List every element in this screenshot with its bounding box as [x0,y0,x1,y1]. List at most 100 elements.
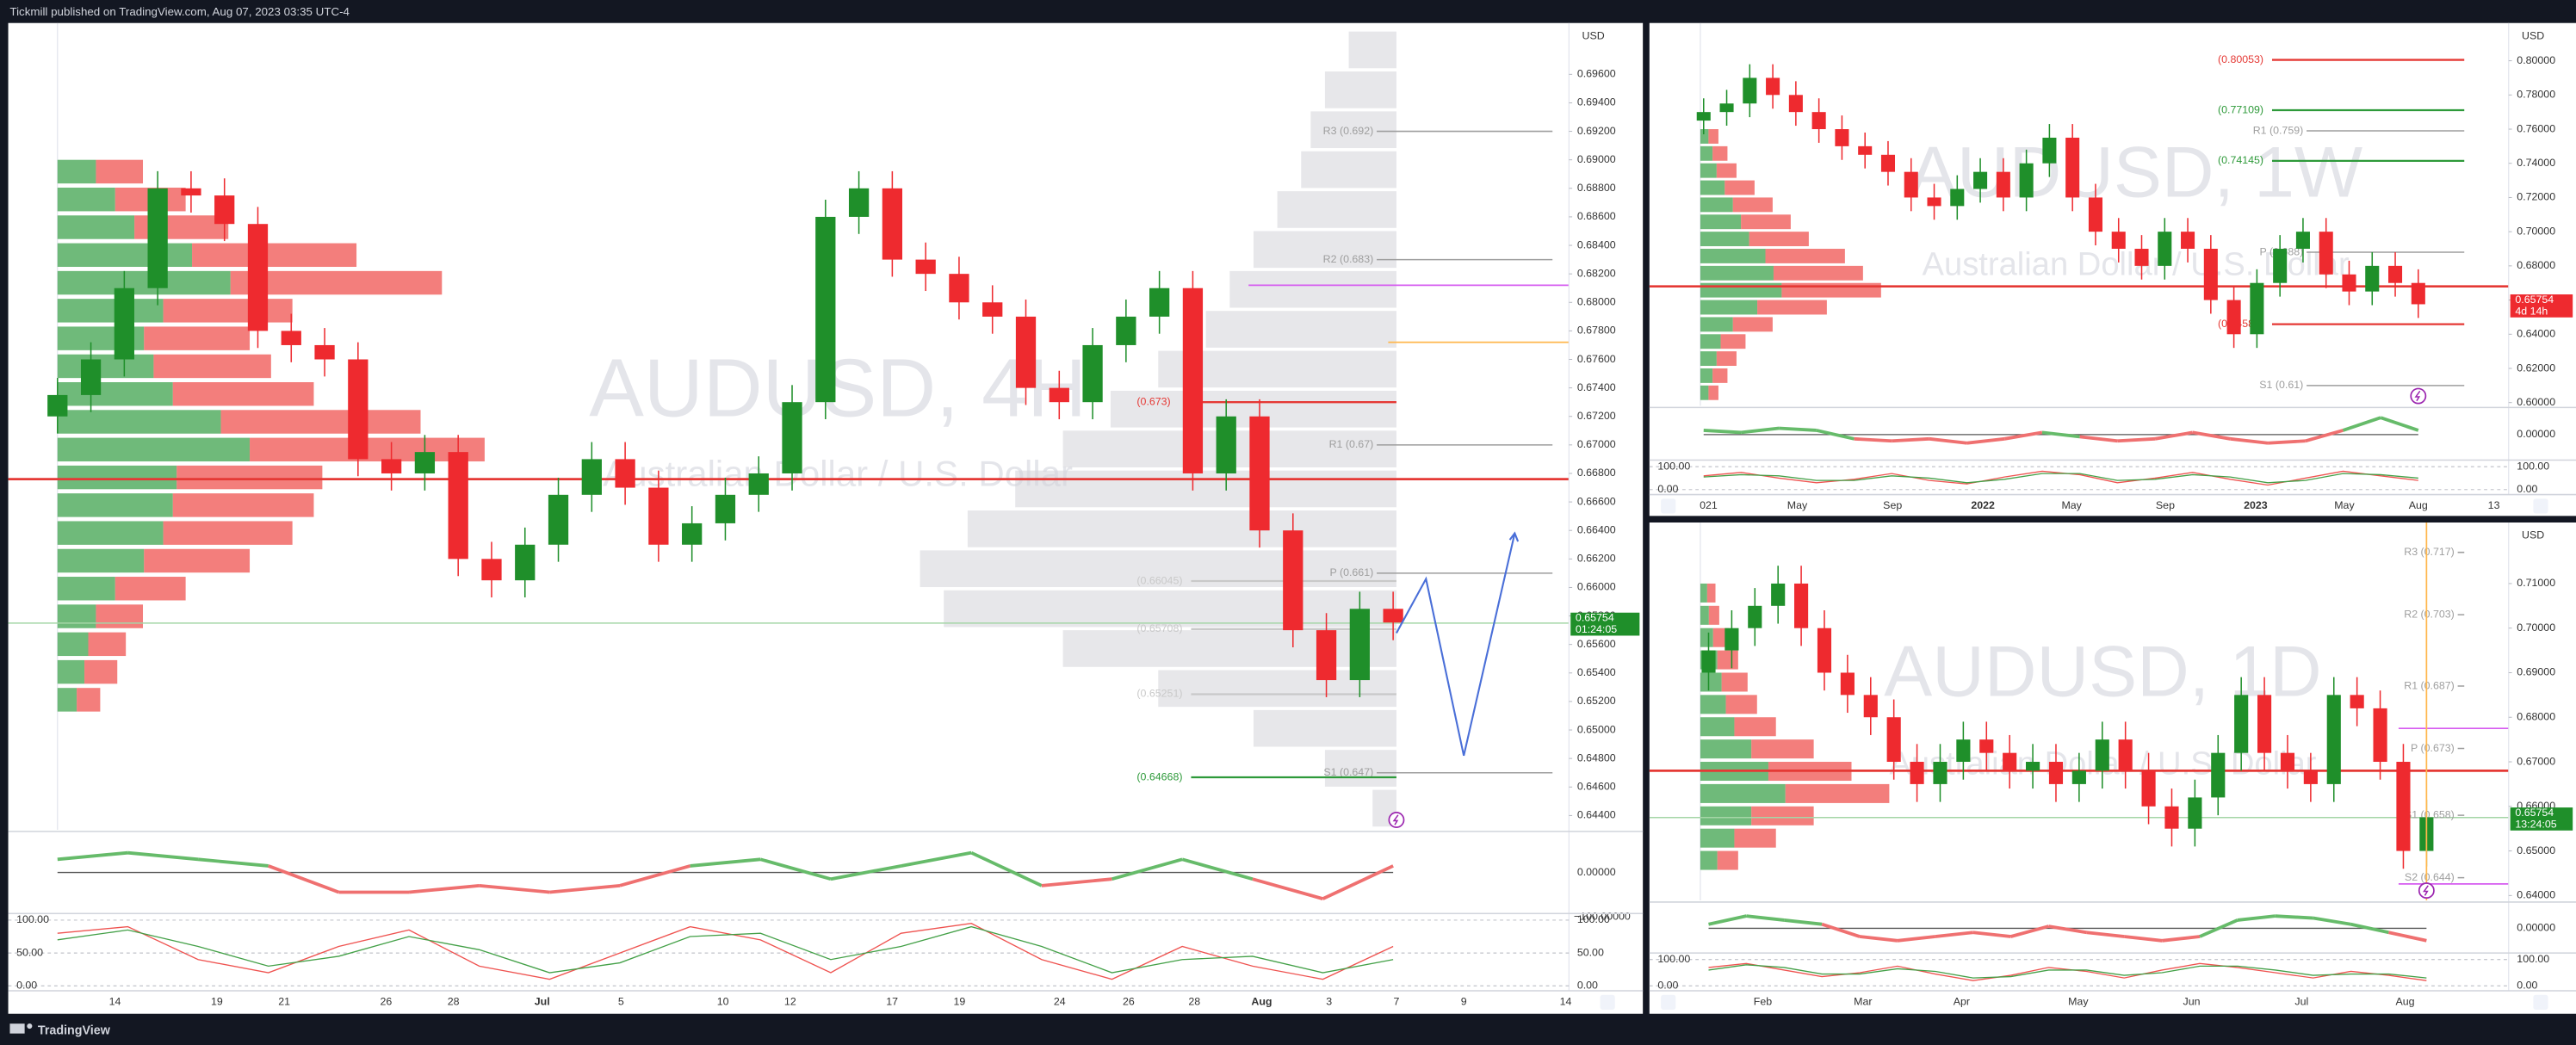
profile-down-part [1785,783,1890,803]
x-tick-label: 2023 [2244,499,2268,511]
auto-scale-button[interactable] [2533,994,2548,1010]
swing-label: (0.64668) [1136,770,1182,782]
y-tick-label: 0.76000 [2517,122,2555,134]
profile-up-part [57,465,177,490]
y-tick-label: 0.68000 [1577,296,1616,308]
candle-body [2280,752,2295,771]
candle-body [2226,300,2241,335]
profile-up-part [57,688,77,712]
candle-body [1249,416,1270,531]
profile-down-part [1757,300,1827,315]
alert-icon [2418,882,2435,900]
y-tick-label: 0.65000 [1577,723,1616,735]
osc-segment [2048,924,2087,935]
candle-body [1933,762,1947,784]
profile-bar [57,159,144,184]
session-profile-bar [1324,71,1396,108]
candle-body [1748,605,1762,628]
watermark: AUDUSD, 1W [1909,131,2362,212]
candle-body [281,331,301,345]
profile-bar [1700,717,1776,737]
candle-body [1880,154,1896,172]
candle-body [1283,530,1303,631]
y-tick-label: 0.69000 [1577,153,1616,165]
osc-tick-label: 0.00000 [1577,866,1616,878]
swing-label: (0.66045) [1136,574,1182,586]
x-tick-label: Sep [2156,499,2175,511]
session-profile-bar [1310,111,1396,149]
candle-body [2319,232,2333,275]
profile-down-part [88,632,127,657]
x-tick-label: 28 [1188,996,1200,1008]
zoom-button[interactable] [1661,994,1676,1010]
osc-segment [2305,429,2344,443]
profile-down-part [220,410,421,434]
candle-body [2181,232,2195,250]
profile-up-part [1700,351,1717,367]
candle-body [2396,762,2411,851]
profile-bar [1700,605,1719,625]
profile-bar [1700,129,1718,144]
profile-up-part [57,577,115,601]
profile-bar [57,243,357,268]
profile-bar [57,354,271,379]
candle-body [1904,171,1918,198]
candle-body [949,274,969,303]
x-tick-label: 13 [2488,499,2500,511]
osc-segment [1741,426,1780,435]
profile-down-part [1749,232,1809,247]
osc-segment [2124,935,2163,943]
stoch-tick-label: 0.00 [2517,483,2537,495]
y-tick-label: 0.78000 [2517,89,2555,101]
x-tick-label: 5 [618,996,624,1008]
watermark: AUDUSD, 1D [1884,631,2321,712]
x-tick-label: 3 [1326,996,1332,1008]
profile-down-part [163,521,293,545]
y-tick-label: 0.67400 [1577,381,1616,393]
y-tick-label: 0.67200 [1577,410,1616,422]
profile-down-part [192,243,357,268]
y-tick-label: 0.68000 [2517,259,2555,271]
profile-down-part [144,326,251,350]
auto-scale-button[interactable] [2533,498,2548,514]
candle-body [1863,695,1878,718]
profile-bar [1700,672,1748,692]
y-tick-label: 0.69200 [1577,125,1616,137]
osc-segment [408,883,480,894]
profile-bar [57,548,251,573]
osc-segment [2350,922,2389,935]
zoom-button[interactable] [1661,498,1676,514]
osc-segment [619,864,691,887]
profile-bar [57,382,314,406]
profile-down-part [1721,672,1748,692]
profile-bar [1700,180,1755,195]
candle-body [1973,171,1988,189]
candle-body [1701,650,1716,673]
candle-body [1956,739,1971,763]
profile-bar [1700,265,1863,281]
osc-segment [57,850,128,862]
x-tick-label: 26 [381,996,393,1008]
y-tick-label: 0.62000 [2517,362,2555,374]
candle-body [314,344,335,360]
profile-up-part [57,159,96,184]
candle-body [1216,416,1236,473]
stoch-tick-label: 100.00 [2517,460,2549,472]
osc-segment [2010,924,2049,938]
session-profile-bar [944,590,1396,628]
candle-body [882,188,903,260]
profile-bar [1700,783,1890,803]
profile-down-part [1717,650,1738,670]
x-tick-label: Mar [1854,996,1872,1008]
profile-bar [57,326,251,350]
y-tick-label: 0.64000 [2517,328,2555,340]
osc-segment [1779,426,1817,432]
y-tick-label: 0.70000 [2517,621,2555,634]
currency-label: USD [1582,29,1605,41]
osc-segment [1929,436,1967,445]
x-tick-label: 19 [953,996,965,1008]
auto-scale-button[interactable] [1600,994,1615,1010]
profile-bar [1700,828,1776,848]
osc-segment [2342,416,2381,432]
